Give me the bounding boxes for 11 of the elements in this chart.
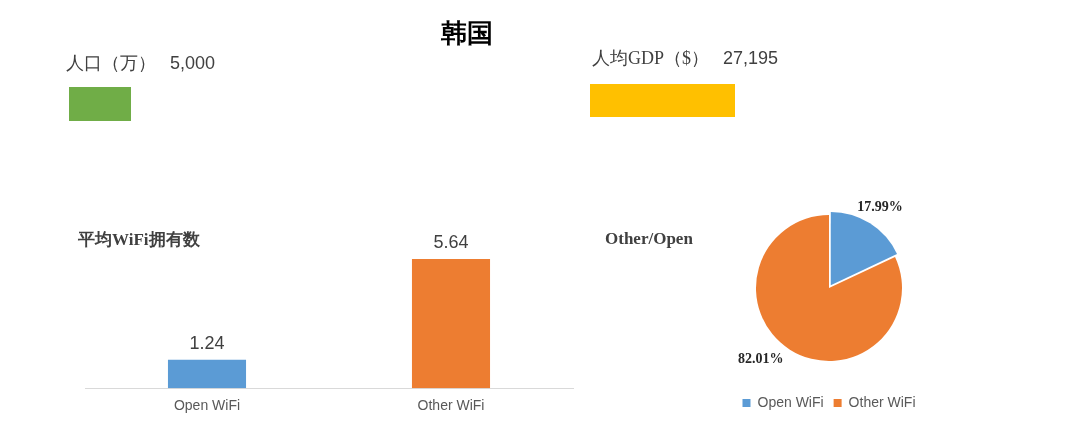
data-label: 5.64 — [433, 231, 469, 252]
text: 人口（万） — [66, 53, 156, 73]
text: Other/Open — [605, 229, 694, 249]
text: 韩国 — [441, 19, 493, 48]
data-label: 1.24 — [189, 332, 225, 353]
data-label: 82.01% — [737, 351, 784, 367]
text: 27,195 — [723, 48, 779, 68]
text: 人均GDP（$） — [592, 48, 710, 68]
chart-title: 平均WiFi拥有数 — [77, 230, 201, 250]
text: 5,000 — [170, 53, 216, 73]
data-label: 17.99% — [857, 199, 903, 215]
